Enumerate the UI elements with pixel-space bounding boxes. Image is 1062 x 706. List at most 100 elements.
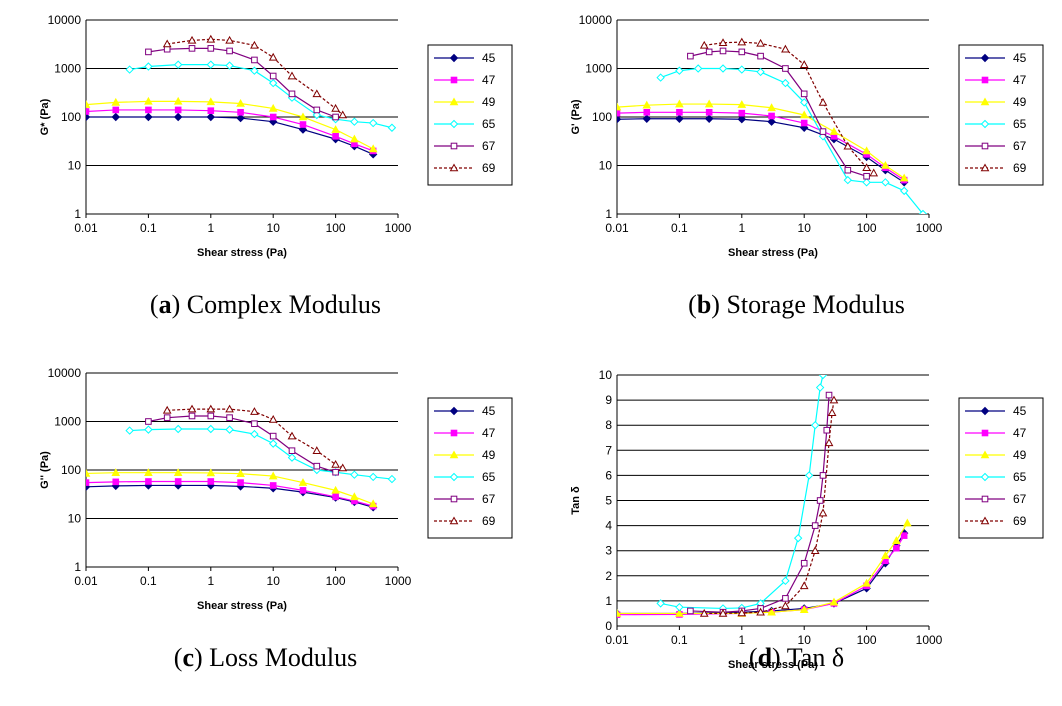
data-point-47 — [676, 108, 683, 116]
data-point-69 — [268, 414, 278, 423]
x-tick-label: 0.1 — [140, 221, 157, 235]
data-point-45 — [144, 112, 153, 122]
data-point-67 — [332, 468, 339, 476]
series-line-49 — [86, 100, 374, 150]
x-axis-title: Shear stress (Pa) — [728, 659, 818, 671]
x-tick-label: 1 — [738, 633, 745, 647]
data-point-65 — [125, 426, 134, 435]
legend-label-65: 65 — [482, 470, 496, 484]
legend-marker-47 — [450, 429, 458, 437]
data-point-47 — [299, 121, 307, 128]
data-point-49 — [368, 499, 378, 508]
data-point-65 — [693, 64, 703, 73]
data-point-67 — [719, 47, 727, 55]
legend-marker-67 — [981, 142, 989, 150]
y-tick-label: 0 — [605, 619, 612, 633]
y-tick-label: 10 — [68, 159, 82, 173]
data-point-45 — [173, 112, 183, 122]
legend-marker-49 — [980, 450, 990, 459]
data-point-65 — [756, 67, 765, 77]
caption-letter-a: a — [158, 290, 172, 319]
data-point-45 — [617, 115, 622, 124]
y-tick-label: 10000 — [48, 366, 82, 380]
legend-marker-49 — [980, 97, 990, 106]
data-point-47 — [86, 108, 90, 115]
legend-label-47: 47 — [482, 426, 496, 440]
data-point-47 — [145, 106, 152, 114]
data-point-45 — [86, 112, 91, 122]
data-point-65 — [656, 73, 665, 82]
data-point-67 — [782, 595, 789, 602]
data-point-69 — [268, 52, 278, 61]
x-tick-label: 0.01 — [605, 221, 629, 235]
series-line-69 — [704, 400, 835, 615]
data-point-45 — [206, 112, 216, 122]
legend-marker-69 — [980, 163, 990, 172]
legend-marker-69 — [980, 516, 990, 525]
data-point-69 — [699, 608, 709, 617]
legend-marker-65 — [449, 472, 459, 482]
data-point-65 — [387, 474, 397, 484]
data-point-67 — [757, 52, 764, 60]
x-tick-label: 0.1 — [671, 633, 688, 647]
legend-marker-67 — [450, 495, 458, 503]
data-point-69 — [799, 581, 809, 590]
legend-box — [958, 44, 1044, 186]
plot-area — [86, 404, 397, 512]
data-point-67 — [188, 412, 196, 420]
series-line-69 — [704, 41, 875, 174]
data-point-47 — [738, 109, 746, 117]
data-point-67 — [251, 420, 258, 428]
data-point-65 — [350, 470, 359, 479]
x-tick-label: 0.01 — [74, 221, 98, 235]
data-point-45 — [298, 125, 308, 134]
x-tick-label: 10 — [267, 221, 281, 235]
data-point-65 — [675, 602, 684, 612]
data-point-65 — [125, 65, 134, 74]
data-point-67 — [188, 45, 196, 52]
data-point-69 — [829, 395, 839, 404]
legend-marker-47 — [981, 76, 989, 84]
y-tick-label: 10 — [68, 512, 82, 526]
data-point-69 — [225, 404, 234, 413]
data-point-69 — [737, 608, 747, 617]
data-point-49 — [675, 608, 684, 617]
legend: 45 47 49 65 67 69 — [427, 397, 513, 539]
legend-label-49: 49 — [1013, 95, 1027, 109]
data-point-69 — [331, 103, 340, 112]
panel-d: 0 1 2 3 4 5 6 7 8 9 10 0.01 0.1 1 10 100 1000 Shear stres… — [531, 353, 1062, 706]
data-point-49 — [86, 468, 91, 477]
y-tick-label: 100 — [592, 110, 612, 124]
data-point-49 — [350, 492, 359, 501]
data-point-49 — [862, 146, 871, 155]
data-point-49 — [173, 468, 183, 476]
series-line-67 — [690, 395, 830, 613]
data-point-49 — [737, 100, 747, 108]
legend-marker-65 — [449, 119, 459, 129]
data-point-47 — [332, 493, 339, 501]
data-point-65 — [268, 78, 278, 88]
chart-b: 1 10 100 1000 10000 0.01 0.1 1 10 100 1000 Shear st… — [570, 13, 1044, 259]
data-point-47 — [299, 487, 307, 494]
series-line-67 — [148, 415, 336, 473]
data-point-69 — [338, 110, 348, 119]
data-point-49 — [144, 468, 153, 476]
legend-marker-49 — [449, 450, 459, 459]
x-axis-title: Shear stress (Pa) — [197, 600, 287, 612]
caption-text-b: Storage Modulus — [719, 290, 905, 319]
legend-marker-45 — [980, 406, 990, 416]
legend-label-47: 47 — [1013, 426, 1027, 440]
chart-a: 1 10 100 1000 10000 0.01 0.1 1 10 100 1000 Shear st… — [39, 13, 513, 259]
plot-area — [86, 34, 397, 159]
legend-marker-47 — [981, 429, 989, 437]
legend-marker-49 — [449, 97, 459, 106]
legend-box — [427, 397, 513, 539]
data-point-49 — [331, 485, 340, 494]
data-point-45 — [767, 117, 776, 126]
x-tick-label: 1000 — [385, 574, 412, 588]
data-point-47 — [174, 478, 182, 485]
data-point-67 — [145, 418, 152, 425]
data-point-69 — [718, 38, 728, 47]
data-point-69 — [338, 463, 348, 472]
data-point-65 — [144, 425, 153, 434]
